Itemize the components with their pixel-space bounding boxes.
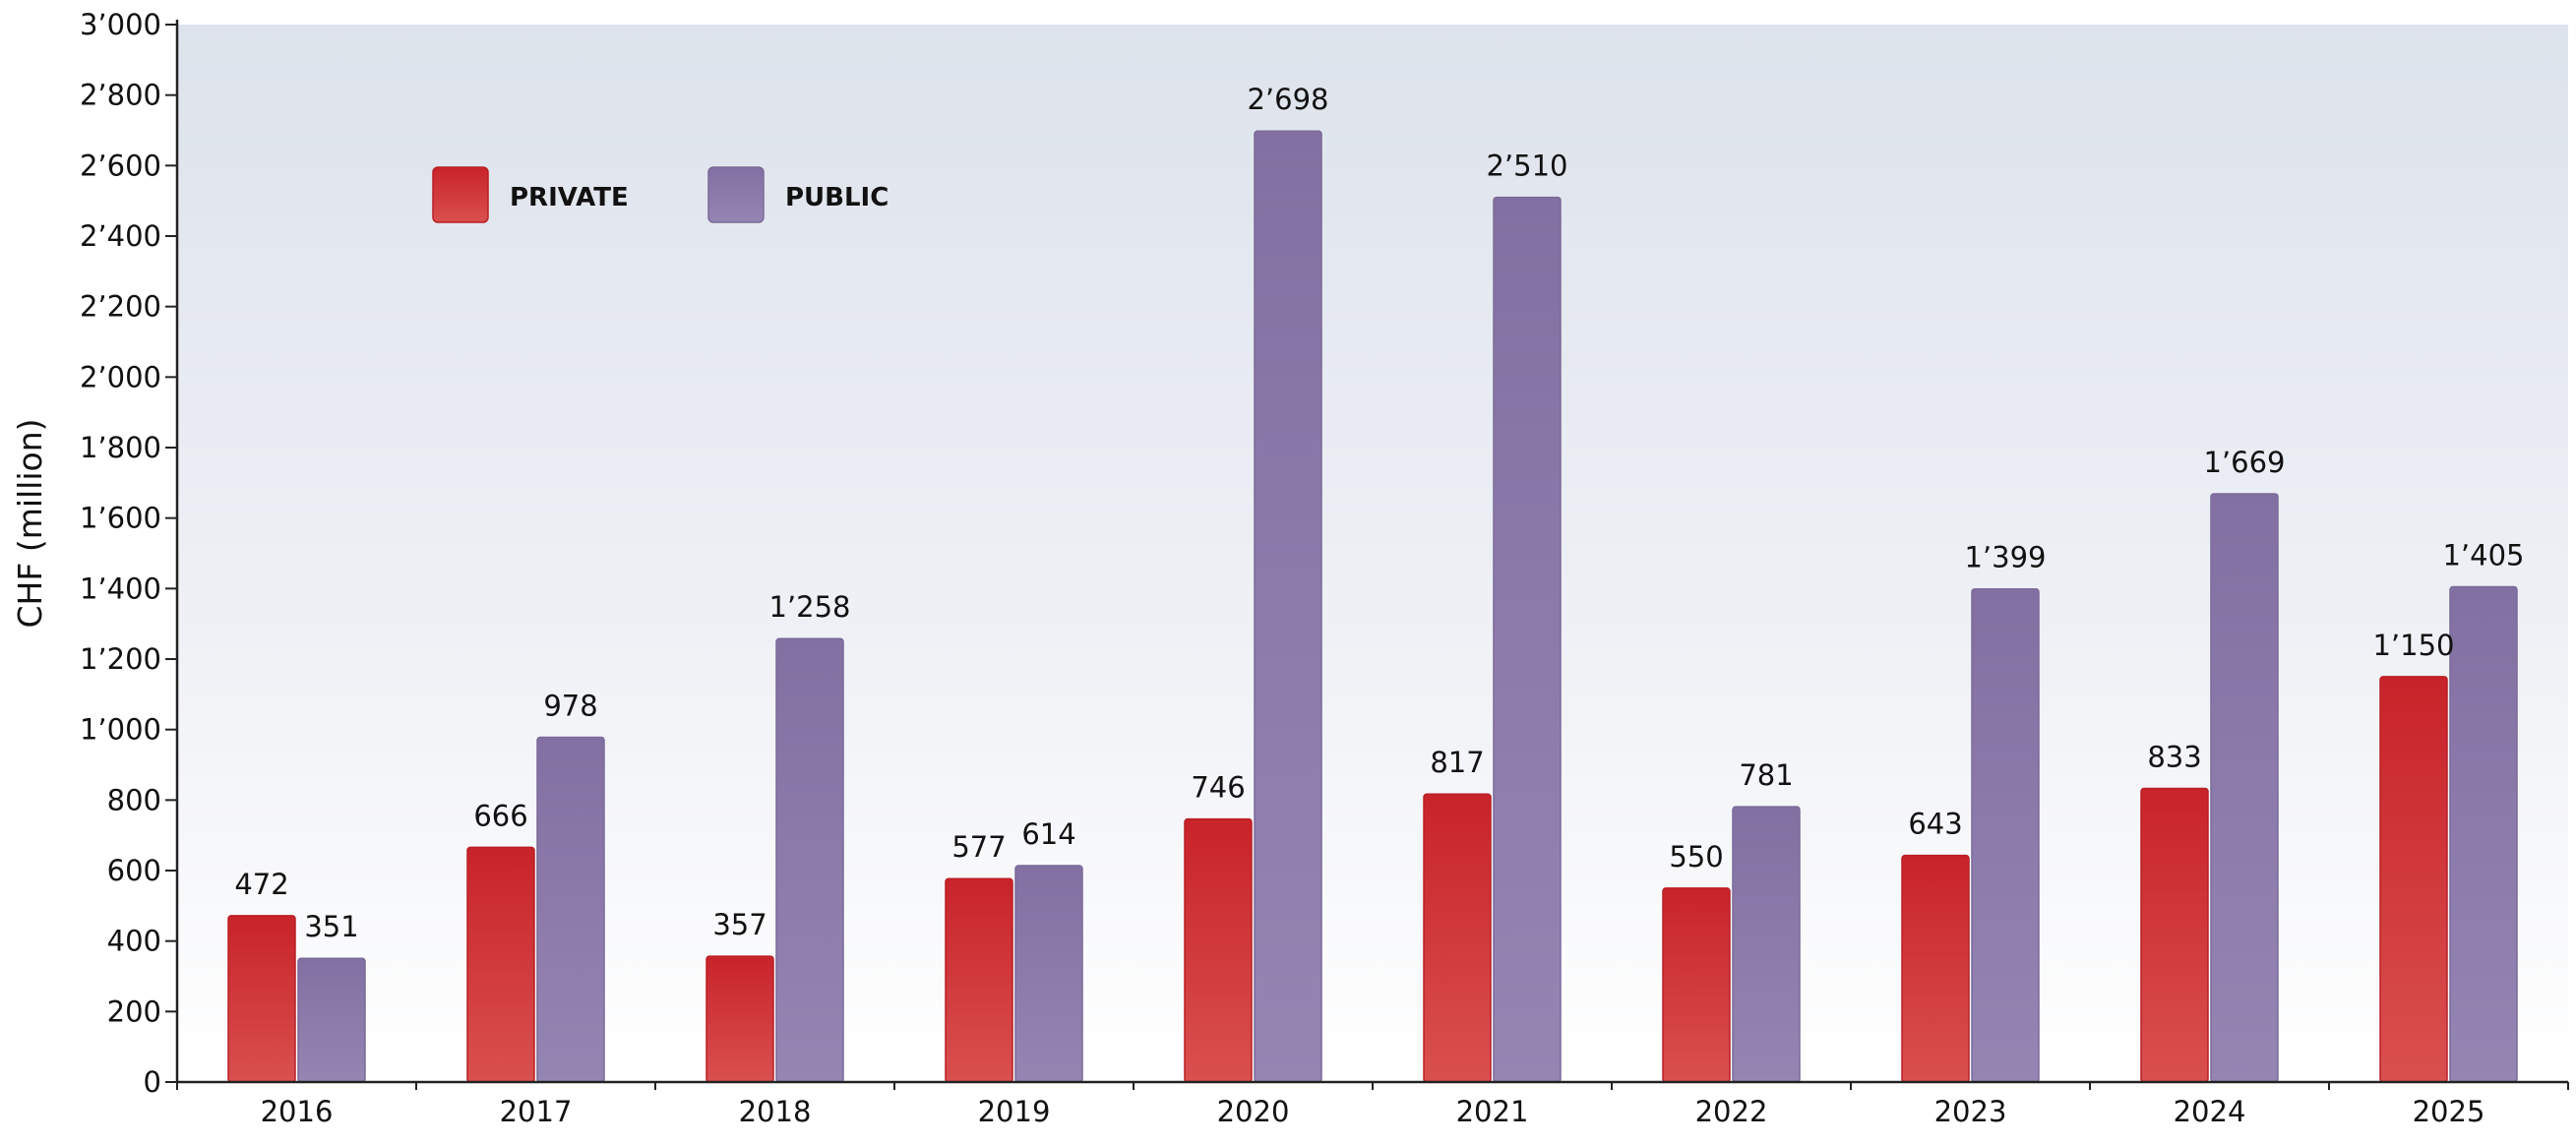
data-label-public-2018: 1’258 (768, 590, 850, 624)
bar-public-2021 (1493, 196, 1562, 1083)
x-tick-label-2017: 2017 (500, 1095, 573, 1128)
data-label-public-2024: 1’669 (2203, 446, 2285, 479)
y-tick-label: 1’400 (80, 572, 161, 605)
legend-label-private: PRIVATE (510, 183, 629, 212)
bar-private-2020 (1184, 817, 1253, 1083)
y-tick-label: 800 (107, 783, 161, 816)
bar-public-2020 (1254, 130, 1322, 1083)
data-label-private-2020: 746 (1191, 771, 1245, 805)
bar-private-2017 (466, 846, 535, 1083)
data-label-private-2021: 817 (1430, 746, 1484, 779)
bar-public-2016 (297, 957, 366, 1083)
data-label-public-2021: 2’510 (1486, 150, 1567, 183)
bar-private-2021 (1423, 793, 1492, 1083)
axes-layer: 0 200 400 600 800 1’000 1’200 1’400 1’600 1’800 2’… (80, 8, 2569, 1128)
x-tick-label-2019: 2019 (978, 1095, 1051, 1128)
y-tick-label: 1’800 (80, 431, 161, 464)
bar-public-2017 (536, 736, 605, 1083)
labels-layer: 472 351 666 978 357 1’258 577 614 746 2’698 817 2’5… (234, 83, 2524, 943)
bar-public-2025 (2449, 585, 2518, 1083)
bar-private-2019 (945, 877, 1013, 1083)
y-tick-label: 2’200 (80, 290, 161, 324)
legend-label-public: PUBLIC (785, 183, 889, 212)
y-tick-label: 1’600 (80, 502, 161, 535)
x-tick-label-2016: 2016 (261, 1095, 334, 1128)
x-tick-label-2018: 2018 (739, 1095, 812, 1128)
y-axis-title: CHF (million) (11, 418, 49, 628)
y-tick-label: 0 (144, 1065, 161, 1099)
bar-public-2022 (1732, 806, 1801, 1083)
x-tick-label-2025: 2025 (2413, 1095, 2485, 1128)
bar-private-2018 (705, 955, 774, 1083)
bar-private-2022 (1662, 887, 1731, 1083)
bar-public-2023 (1971, 587, 2040, 1083)
y-tick-label: 400 (107, 925, 161, 958)
bars-layer (227, 130, 2518, 1083)
data-label-private-2017: 666 (473, 799, 527, 832)
y-tick-label: 2’600 (80, 149, 161, 182)
bar-private-2016 (227, 915, 296, 1083)
data-label-private-2018: 357 (712, 908, 767, 941)
y-tick-label: 2’800 (80, 79, 161, 112)
x-tick-label-2020: 2020 (1217, 1095, 1290, 1128)
bar-private-2024 (2140, 787, 2209, 1083)
y-tick-label: 2’400 (80, 219, 161, 253)
bar-public-2018 (775, 637, 844, 1083)
data-label-public-2025: 1’405 (2442, 539, 2524, 572)
data-label-private-2023: 643 (1908, 808, 1962, 841)
y-tick-label: 3’000 (80, 8, 161, 41)
bar-public-2024 (2210, 493, 2279, 1083)
data-label-public-2020: 2’698 (1247, 83, 1328, 116)
y-tick-label: 2’000 (80, 360, 161, 393)
legend-swatch-public (707, 166, 765, 223)
bar-private-2023 (1901, 854, 1970, 1083)
y-tick-label: 600 (107, 854, 161, 887)
data-label-private-2019: 577 (951, 830, 1006, 864)
bar-private-2025 (2379, 676, 2448, 1083)
data-label-public-2022: 781 (1739, 758, 1793, 792)
data-label-public-2019: 614 (1021, 817, 1075, 851)
y-tick-label: 200 (107, 994, 161, 1028)
legend: PRIVATE PUBLIC (432, 166, 889, 223)
x-tick-label-2024: 2024 (2174, 1095, 2246, 1128)
y-tick-label: 1’000 (80, 713, 161, 747)
x-tick-label-2022: 2022 (1695, 1095, 1768, 1128)
bar-public-2019 (1014, 865, 1083, 1083)
data-label-public-2023: 1’399 (1964, 541, 2046, 574)
legend-swatch-private (432, 166, 489, 223)
x-tick-label-2023: 2023 (1934, 1095, 2007, 1128)
data-label-private-2025: 1’150 (2372, 629, 2454, 662)
data-label-public-2016: 351 (304, 910, 358, 943)
data-label-private-2024: 833 (2147, 741, 2201, 774)
data-label-private-2022: 550 (1669, 840, 1723, 874)
y-tick-label: 1’200 (80, 642, 161, 676)
data-label-private-2016: 472 (234, 868, 288, 901)
x-tick-label-2021: 2021 (1456, 1095, 1529, 1128)
data-label-public-2017: 978 (543, 690, 597, 723)
